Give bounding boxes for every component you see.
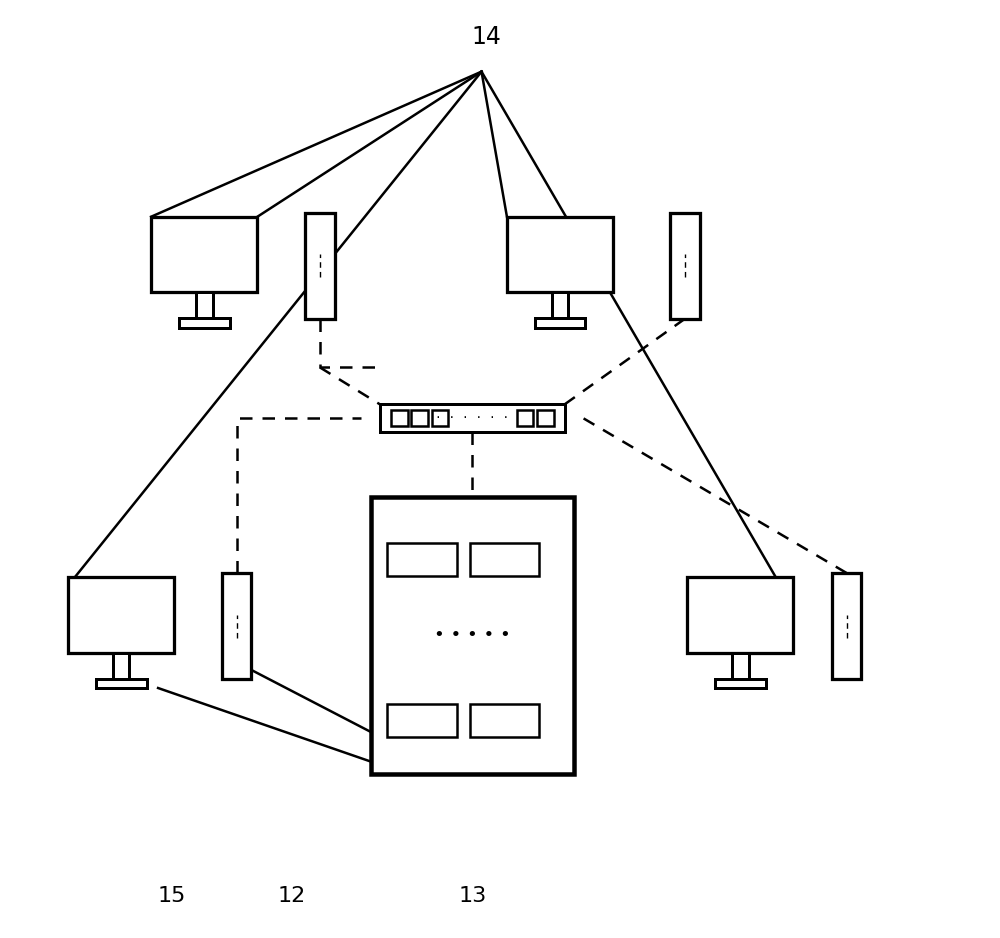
Bar	[391, 410, 408, 427]
Bar	[470, 704, 539, 737]
Bar	[113, 653, 129, 679]
Bar	[380, 404, 565, 432]
Bar	[537, 410, 554, 427]
Bar	[432, 410, 448, 427]
Bar	[535, 318, 585, 327]
Bar	[470, 543, 539, 576]
Bar	[387, 543, 457, 576]
Bar	[832, 573, 861, 679]
Bar	[96, 679, 147, 688]
Bar	[517, 410, 533, 427]
Bar	[411, 410, 428, 427]
Bar	[371, 497, 574, 774]
Bar	[715, 679, 766, 688]
Text: • • • • •: • • • • •	[434, 627, 511, 644]
Bar	[179, 318, 230, 327]
Bar	[305, 213, 335, 319]
Bar	[196, 293, 213, 318]
Bar	[732, 653, 749, 679]
Bar	[552, 293, 568, 318]
Text: 12: 12	[278, 885, 306, 906]
Bar	[387, 704, 457, 737]
Text: 15: 15	[158, 885, 186, 906]
Bar	[222, 573, 251, 679]
Bar	[68, 577, 174, 653]
Text: 13: 13	[458, 885, 486, 906]
Bar	[507, 217, 613, 293]
Bar	[687, 577, 793, 653]
Text: · · · · · ·: · · · · · ·	[435, 413, 509, 423]
Text: 14: 14	[471, 24, 501, 49]
Bar	[670, 213, 700, 319]
Bar	[151, 217, 257, 293]
